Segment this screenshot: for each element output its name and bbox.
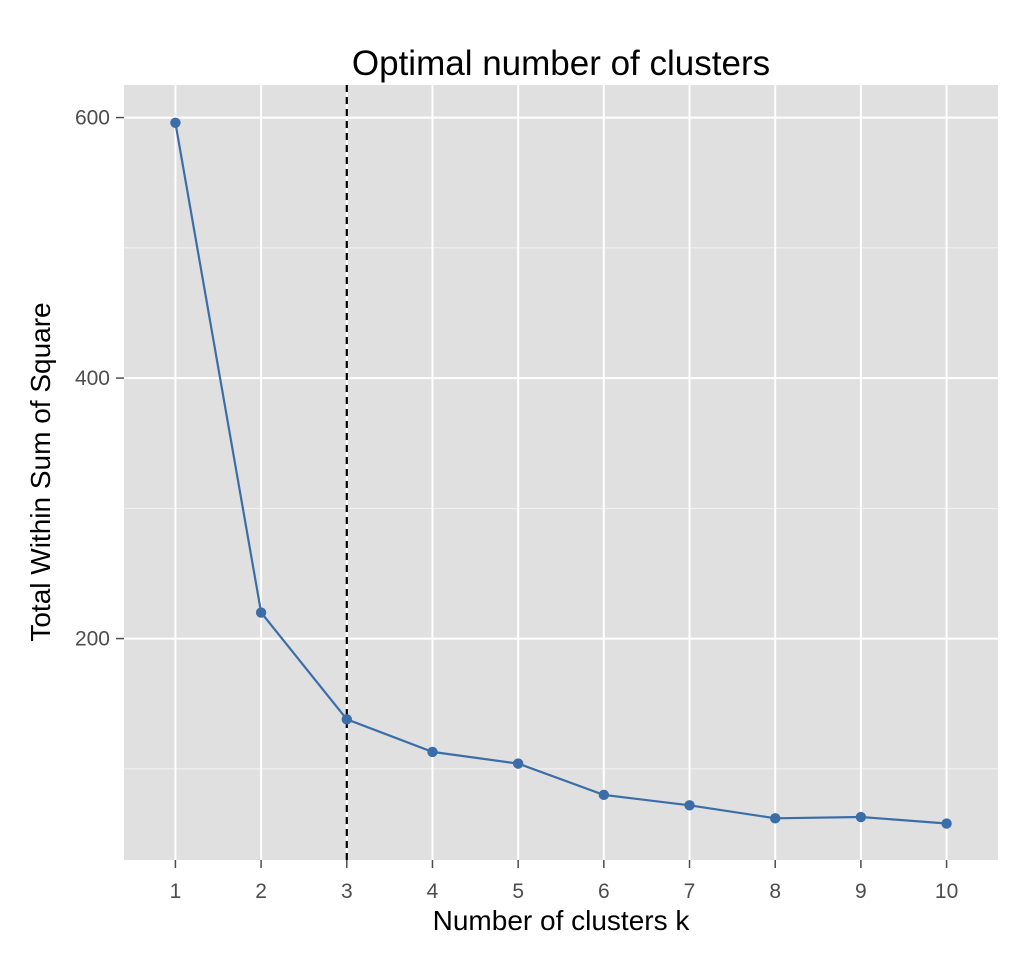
data-point <box>598 789 610 801</box>
x-tick-label: 8 <box>769 880 781 903</box>
data-point <box>512 758 524 769</box>
tick-labels: 200 400 600 1 2 3 4 5 6 7 8 9 10 <box>75 107 958 903</box>
x-tick-label: 3 <box>341 880 353 903</box>
data-point <box>941 818 952 829</box>
data-point <box>341 714 352 725</box>
x-axis-title: Number of clusters k <box>433 905 691 936</box>
data-point <box>427 746 438 758</box>
x-tick-label: 1 <box>170 880 182 903</box>
data-point <box>770 813 781 824</box>
y-tick-label: 200 <box>75 628 110 651</box>
x-tick-label: 10 <box>935 880 958 903</box>
axis-ticks <box>116 116 948 868</box>
x-tick-label: 2 <box>255 880 267 903</box>
x-tick-label: 4 <box>427 880 439 903</box>
data-point <box>170 117 181 128</box>
y-tick-label: 600 <box>75 107 110 130</box>
series-line <box>174 122 947 825</box>
y-axis-title: Total Within Sum of Square <box>25 302 56 641</box>
data-point <box>855 811 867 823</box>
x-tick-label: 6 <box>598 880 610 903</box>
x-tick-label: 7 <box>684 880 696 903</box>
major-gridlines <box>124 85 998 860</box>
x-tick-label: 5 <box>512 880 524 903</box>
data-point <box>255 607 267 618</box>
series-group <box>170 117 952 829</box>
data-point <box>684 800 695 811</box>
y-tick-label: 400 <box>75 367 110 390</box>
plot-panel <box>124 85 998 860</box>
minor-gridlines <box>124 247 998 770</box>
chart-title: Optimal number of clusters <box>352 44 770 83</box>
x-tick-label: 9 <box>855 880 867 903</box>
